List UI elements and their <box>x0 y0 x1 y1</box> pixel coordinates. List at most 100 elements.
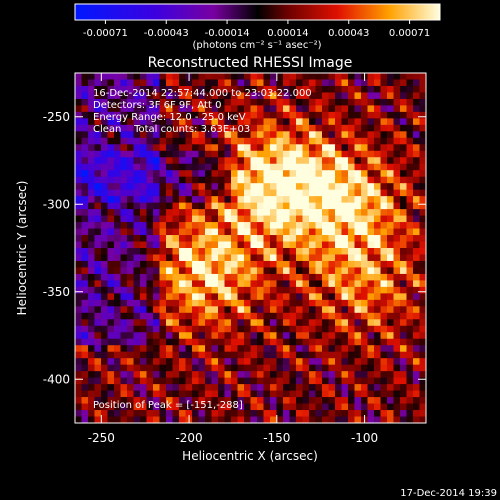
image-pixel <box>237 124 245 132</box>
image-pixel <box>114 267 121 275</box>
image-pixel <box>231 105 238 113</box>
image-pixel <box>309 98 316 106</box>
image-pixel <box>393 228 401 236</box>
image-pixel <box>341 299 349 307</box>
image-pixel <box>224 183 232 191</box>
image-pixel <box>205 254 212 262</box>
image-pixel <box>224 416 232 423</box>
image-pixel <box>335 306 342 314</box>
image-pixel <box>166 131 173 139</box>
image-pixel <box>114 351 121 359</box>
image-pixel <box>419 377 426 385</box>
image-pixel <box>419 364 426 372</box>
image-pixel <box>354 325 362 333</box>
image-pixel <box>244 299 251 307</box>
image-pixel <box>413 364 420 372</box>
image-pixel <box>413 293 420 301</box>
image-pixel <box>244 183 251 191</box>
image-pixel <box>296 319 303 327</box>
image-pixel <box>114 228 121 236</box>
image-pixel <box>211 202 219 210</box>
image-pixel <box>354 390 362 398</box>
image-pixel <box>237 118 245 126</box>
image-pixel <box>192 364 199 372</box>
image-pixel <box>133 111 141 119</box>
image-pixel <box>413 202 420 210</box>
image-pixel <box>101 273 108 281</box>
image-pixel <box>205 92 212 100</box>
image-pixel <box>348 202 355 210</box>
image-pixel <box>159 209 167 217</box>
image-pixel <box>120 183 128 191</box>
image-pixel <box>185 377 193 385</box>
image-pixel <box>218 364 225 372</box>
image-pixel <box>75 241 82 249</box>
image-pixel <box>127 215 134 223</box>
image-pixel <box>289 332 297 340</box>
image-pixel <box>413 338 420 346</box>
image-pixel <box>224 98 232 106</box>
image-pixel <box>361 189 368 197</box>
image-pixel <box>159 371 167 379</box>
image-pixel <box>185 325 193 333</box>
image-pixel <box>218 371 225 379</box>
x-tick-label: -150 <box>263 431 290 445</box>
image-pixel <box>283 248 290 255</box>
image-pixel <box>81 111 89 119</box>
image-pixel <box>127 176 134 184</box>
image-pixel <box>237 183 245 191</box>
image-pixel <box>120 286 128 294</box>
image-pixel <box>133 338 141 346</box>
image-pixel <box>361 92 368 100</box>
image-pixel <box>348 157 355 165</box>
image-pixel <box>211 163 219 171</box>
image-pixel <box>81 267 89 275</box>
image-pixel <box>153 222 160 230</box>
image-pixel <box>283 202 290 210</box>
image-pixel <box>146 189 154 197</box>
image-pixel <box>335 79 342 87</box>
annotation-detectors: Detectors: 3F 6F 9F, Att 0 <box>93 100 221 111</box>
image-pixel <box>387 325 394 333</box>
image-pixel <box>257 273 264 281</box>
image-pixel <box>393 183 401 191</box>
image-pixel <box>257 286 264 294</box>
image-pixel <box>231 196 238 204</box>
image-pixel <box>341 306 349 314</box>
image-pixel <box>309 273 316 281</box>
image-pixel <box>328 73 336 80</box>
image-pixel <box>114 222 121 230</box>
image-pixel <box>367 397 375 405</box>
image-pixel <box>166 111 173 119</box>
image-pixel <box>211 150 219 158</box>
image-pixel <box>75 332 82 340</box>
image-pixel <box>192 202 199 210</box>
image-pixel <box>250 358 258 366</box>
image-pixel <box>88 267 95 275</box>
image-pixel <box>315 235 323 243</box>
image-pixel <box>101 267 108 275</box>
image-pixel <box>309 299 316 307</box>
image-pixel <box>237 299 245 307</box>
image-pixel <box>101 319 108 327</box>
image-pixel <box>133 163 141 171</box>
image-pixel <box>133 273 141 281</box>
image-pixel <box>81 228 89 236</box>
image-pixel <box>374 332 381 340</box>
image-pixel <box>257 319 264 327</box>
image-pixel <box>127 196 134 204</box>
image-pixel <box>270 131 277 139</box>
image-pixel <box>328 299 336 307</box>
image-pixel <box>192 390 199 398</box>
image-pixel <box>263 390 271 398</box>
image-pixel <box>120 280 128 288</box>
image-pixel <box>341 183 349 191</box>
image-pixel <box>192 416 199 423</box>
image-pixel <box>374 397 381 405</box>
image-pixel <box>393 209 401 217</box>
image-pixel <box>198 286 206 294</box>
image-pixel <box>322 144 329 152</box>
image-pixel <box>75 293 82 301</box>
image-pixel <box>114 377 121 385</box>
image-pixel <box>127 248 134 255</box>
